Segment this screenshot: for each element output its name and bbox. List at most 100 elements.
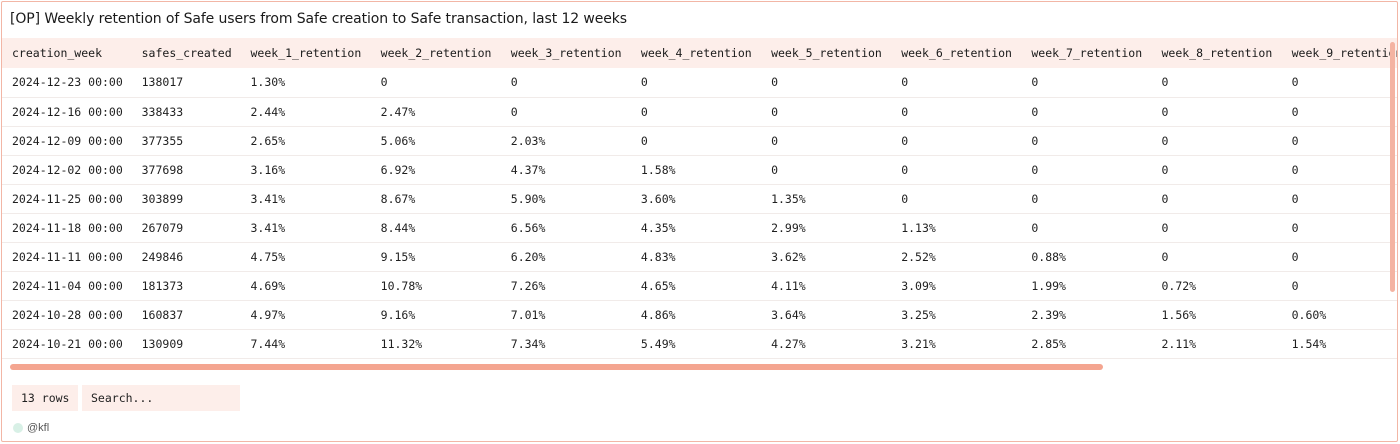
table-cell: 0 bbox=[1021, 184, 1152, 214]
table-cell: 2024-11-11 00:00 bbox=[2, 242, 132, 272]
table-header-row: creation_week safes_created week_1_retenti… bbox=[2, 38, 1398, 68]
table-cell: 4.75% bbox=[240, 242, 371, 272]
vertical-scrollbar[interactable] bbox=[1390, 42, 1395, 292]
table-cell: 12.67% bbox=[370, 358, 501, 364]
table-cell: 3.09% bbox=[891, 271, 1022, 301]
column-header[interactable]: week_7_retention bbox=[1031, 46, 1143, 60]
column-header[interactable]: week_4_retention bbox=[640, 46, 752, 60]
table-cell: 160837 bbox=[131, 300, 241, 330]
table-cell: 3.41% bbox=[240, 184, 371, 214]
table-body: 2024-12-23 00:001380171.30%0000000002024… bbox=[2, 68, 1397, 364]
table-cell: 7.56% bbox=[500, 358, 631, 364]
table-row: 2024-10-21 00:00 130909 7.44% 11.32% 7.34% 5.… bbox=[2, 329, 1397, 359]
table-cell: 2.47% bbox=[370, 97, 501, 127]
table-cell: 6.20% bbox=[500, 242, 631, 272]
table-cell: 3.60% bbox=[630, 184, 762, 214]
column-header[interactable]: week_1_retention bbox=[250, 46, 362, 60]
table-cell: 3.25% bbox=[891, 300, 1022, 330]
table-cell: 0 bbox=[500, 97, 631, 127]
table-cell: 6.92% bbox=[370, 155, 501, 185]
search-input[interactable] bbox=[82, 385, 240, 411]
table-cell: 3.62% bbox=[761, 242, 892, 272]
table-cell: 1.56% bbox=[1151, 300, 1282, 330]
table-cell: 1.35% bbox=[761, 184, 892, 214]
table-cell: 0 bbox=[1281, 97, 1397, 127]
table-cell: 0 bbox=[1281, 155, 1397, 185]
table-cell: 11.32% bbox=[370, 329, 501, 359]
column-header[interactable]: week_6_retention bbox=[901, 46, 1012, 60]
table-cell: 3.16% bbox=[240, 155, 371, 185]
table-cell: 0 bbox=[1281, 242, 1397, 272]
table-cell: 4.65% bbox=[630, 271, 762, 301]
table-cell: 5.10% bbox=[630, 358, 762, 364]
panel-title: [OP] Weekly retention of Safe users from… bbox=[10, 11, 627, 27]
table-cell: 2.24% bbox=[1151, 358, 1282, 364]
table-cell: 6.56% bbox=[500, 213, 631, 243]
table-cell: 303899 bbox=[131, 184, 241, 214]
table-cell: 0 bbox=[1021, 68, 1152, 98]
table-cell: 4.69% bbox=[240, 271, 371, 301]
row-count-badge: 13 rows bbox=[12, 385, 79, 411]
table-cell: 4.97% bbox=[240, 300, 371, 330]
table-cell: 8.44% bbox=[370, 213, 501, 243]
table-row: 2024-11-18 00:00 267079 3.41% 8.44% 6.56% 4.3… bbox=[2, 213, 1397, 243]
author-name: @kfl bbox=[27, 422, 50, 434]
table-cell: 0 bbox=[1151, 242, 1282, 272]
table-cell: 0 bbox=[1151, 155, 1282, 185]
results-table: creation_week safes_created week_1_retenti… bbox=[2, 38, 1398, 364]
table-cell: 2024-12-02 00:00 bbox=[2, 155, 132, 185]
table-row: 2024-12-09 00:00 377355 2.65% 5.06% 2.03% 0 0 0… bbox=[2, 126, 1397, 156]
table-cell: 377355 bbox=[131, 126, 241, 156]
table-cell: 0.88% bbox=[1021, 242, 1152, 272]
table-cell: 3.41% bbox=[240, 213, 371, 243]
table-cell: 0 bbox=[1281, 184, 1397, 214]
table-cell: 0 bbox=[761, 68, 892, 98]
table-cell: 0 bbox=[370, 68, 501, 98]
table-cell: 0 bbox=[891, 184, 1022, 214]
table-cell: 0 bbox=[1281, 271, 1397, 301]
table-cell: 1.58% bbox=[630, 155, 762, 185]
column-header[interactable]: week_3_retention bbox=[510, 46, 622, 60]
table-cell: 4.86% bbox=[630, 300, 762, 330]
table-cell: 0.72% bbox=[1151, 271, 1282, 301]
table-cell: 2.99% bbox=[761, 213, 892, 243]
table-cell: 0 bbox=[1151, 97, 1282, 127]
table-row: 2024-10-14 00:0010161936.39%12.67%7.56%5… bbox=[2, 358, 1397, 364]
table-cell: 0 bbox=[1021, 126, 1152, 156]
column-header[interactable]: week_9_retention bbox=[1291, 46, 1398, 60]
column-header[interactable]: safes_created bbox=[141, 46, 232, 60]
column-header[interactable]: week_2_retention bbox=[380, 46, 492, 60]
horizontal-scrollbar[interactable] bbox=[10, 364, 1103, 370]
table-row: 2024-11-04 00:00 181373 4.69% 10.78% 7.26% 4.… bbox=[2, 271, 1397, 301]
table-cell: 0 bbox=[500, 68, 631, 98]
table-cell: 0 bbox=[1021, 213, 1152, 243]
table-cell: 2024-12-09 00:00 bbox=[2, 126, 132, 156]
table-cell: 1.94% bbox=[1281, 358, 1397, 364]
table-cell: 0 bbox=[1151, 68, 1282, 98]
table-cell: 2.40% bbox=[1021, 358, 1152, 364]
table-cell: 7.01% bbox=[500, 300, 631, 330]
table-cell: 0 bbox=[630, 126, 762, 156]
table-cell: 0 bbox=[891, 126, 1022, 156]
table-cell: 5.90% bbox=[500, 184, 631, 214]
table-cell: 3.53% bbox=[891, 358, 1022, 364]
column-header[interactable]: creation_week bbox=[12, 46, 103, 60]
table-cell: 377698 bbox=[131, 155, 241, 185]
table-cell: 4.87% bbox=[761, 358, 892, 364]
table-cell: 0 bbox=[761, 126, 892, 156]
results-table-viewport[interactable]: creation_week safes_created week_1_retenti… bbox=[2, 38, 1398, 364]
table-cell: 2024-11-25 00:00 bbox=[2, 184, 132, 214]
table-cell: 2.03% bbox=[500, 126, 631, 156]
table-cell: 4.27% bbox=[761, 329, 892, 359]
table-cell: 138017 bbox=[131, 68, 241, 98]
table-cell: 1.54% bbox=[1281, 329, 1397, 359]
author-info[interactable]: @kfl bbox=[13, 422, 49, 434]
table-cell: 0 bbox=[761, 155, 892, 185]
column-header[interactable]: week_5_retention bbox=[771, 46, 882, 60]
column-header[interactable]: week_8_retention bbox=[1161, 46, 1273, 60]
table-cell: 2.85% bbox=[1021, 329, 1152, 359]
table-cell: 5.06% bbox=[370, 126, 501, 156]
table-cell: 1.13% bbox=[891, 213, 1022, 243]
